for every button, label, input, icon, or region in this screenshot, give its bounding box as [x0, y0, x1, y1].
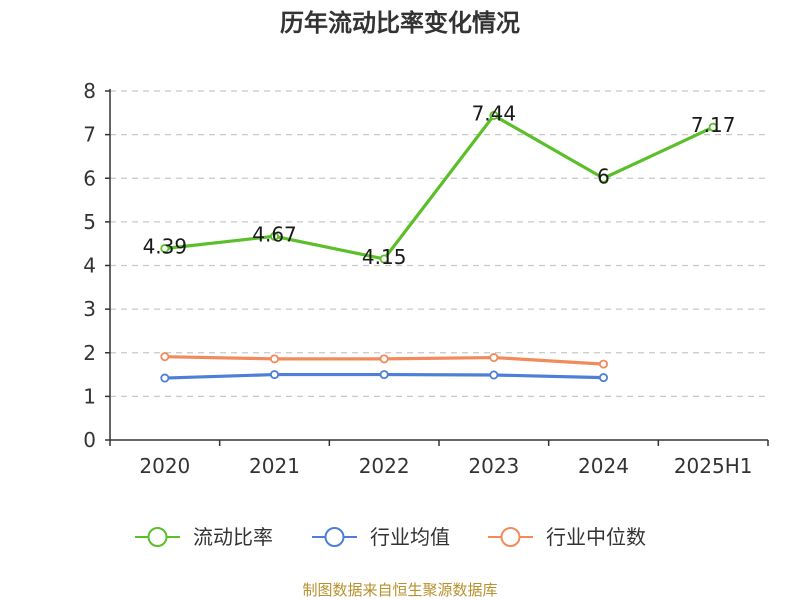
legend-circle-icon: [324, 527, 345, 547]
data-point-current-ratio[interactable]: [269, 231, 279, 241]
y-tick-label: 2: [83, 341, 96, 365]
data-point-industry-mean[interactable]: [269, 370, 279, 380]
data-point-industry-mean[interactable]: [160, 373, 170, 383]
source-note: 制图数据来自恒生聚源数据库: [302, 581, 497, 599]
y-tick-label: 8: [83, 79, 96, 103]
legend-circle-icon: [500, 527, 521, 547]
y-tick-label: 7: [83, 123, 96, 147]
x-tick-label: 2020: [139, 454, 190, 478]
data-label-current-ratio: 4.67: [252, 222, 297, 246]
series-layer: [160, 110, 718, 383]
data-point-current-ratio[interactable]: [379, 254, 389, 264]
legend-label: 行业均值: [370, 525, 450, 549]
y-tick-label: 4: [83, 254, 96, 278]
legend: 流动比率 行业均值 行业中位数: [135, 525, 646, 549]
x-tick-label: 2023: [468, 454, 519, 478]
y-tick-label: 0: [83, 428, 96, 452]
data-label-current-ratio: 4.15: [362, 245, 407, 269]
series-line-current-ratio: [163, 113, 715, 261]
data-point-industry-mean[interactable]: [599, 373, 609, 383]
data-point-industry-mean[interactable]: [379, 370, 389, 380]
data-point-industry-median[interactable]: [160, 352, 170, 362]
data-point-current-ratio[interactable]: [160, 243, 170, 253]
data-point-industry-median[interactable]: [489, 353, 499, 363]
data-point-industry-median[interactable]: [269, 354, 279, 364]
chart-title: 历年流动比率变化情况: [280, 9, 520, 37]
data-label-current-ratio: 7.44: [472, 101, 517, 125]
x-tick-label: 2021: [249, 454, 300, 478]
data-label-current-ratio: 4.39: [143, 234, 188, 258]
legend-circle-icon: [147, 527, 168, 547]
x-tick-label: 2025H1: [674, 454, 753, 478]
data-point-industry-median[interactable]: [379, 354, 389, 364]
data-label-layer: 4.39 4.67 4.15 7.44 6 7.17: [143, 101, 736, 269]
data-point-industry-median[interactable]: [599, 359, 609, 369]
data-label-current-ratio: 6: [597, 164, 610, 188]
x-tick-label: 2022: [359, 454, 410, 478]
legend-item-current-ratio[interactable]: 流动比率: [135, 525, 273, 549]
legend-label: 行业中位数: [546, 525, 646, 549]
x-tick-label: 2024: [578, 454, 629, 478]
legend-item-industry-median[interactable]: 行业中位数: [488, 525, 646, 549]
y-tick-label: 3: [83, 297, 96, 321]
legend-label: 流动比率: [193, 525, 273, 549]
legend-item-industry-mean[interactable]: 行业均值: [312, 525, 450, 549]
data-label-current-ratio: 7.17: [691, 113, 736, 137]
axis-layer: 0 1 2 3 4 5 6 7 8 2020 2021 2022 2023 2024 2025H1: [83, 79, 769, 478]
y-tick-label: 1: [83, 384, 96, 408]
y-tick-label: 5: [83, 210, 96, 234]
data-point-current-ratio[interactable]: [708, 122, 718, 132]
data-point-current-ratio[interactable]: [599, 173, 609, 183]
data-point-industry-mean[interactable]: [489, 370, 499, 380]
data-point-current-ratio[interactable]: [489, 110, 499, 120]
y-tick-label: 6: [83, 166, 96, 190]
